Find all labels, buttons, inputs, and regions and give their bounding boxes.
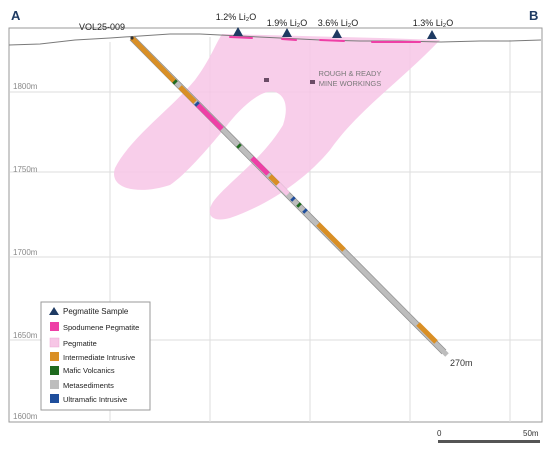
sample-triangle-icon — [427, 30, 437, 39]
legend-label: Mafic Volcanics — [63, 366, 115, 375]
sample-label: 1.2% Li₂O — [216, 12, 257, 22]
scale-bar-end: 50m — [523, 429, 539, 438]
elevation-label-1600: 1600m — [13, 412, 38, 421]
pegmatite-body — [114, 34, 440, 220]
drillhole-name: VOL25-009 — [79, 22, 125, 32]
elevation-label-1650: 1650m — [13, 331, 38, 340]
sample-triangle-icon — [233, 27, 243, 36]
legend-label: Pegmatite — [63, 339, 97, 348]
legend-label: Pegmatite Sample — [63, 307, 129, 316]
section-end-left: A — [11, 8, 21, 23]
mine-working-marker — [264, 78, 269, 82]
drillhole-collar — [130, 36, 134, 40]
legend-label: Ultramafic Intrusive — [63, 395, 127, 404]
legend-swatch-spodumene — [50, 322, 59, 331]
sample-label: 1.9% Li₂O — [267, 18, 308, 28]
legend-swatch-metasediments — [50, 380, 59, 389]
legend: Pegmatite Sample Spodumene Pegmatite Peg… — [40, 301, 151, 411]
legend-triangle-icon — [49, 307, 59, 315]
legend-box — [40, 301, 151, 411]
legend-label: Metasediments — [63, 381, 114, 390]
elevation-label-1800: 1800m — [13, 82, 38, 91]
elevation-label-1700: 1700m — [13, 248, 38, 257]
legend-label: Spodumene Pegmatite — [63, 323, 139, 332]
elevation-label-1750: 1750m — [13, 165, 38, 174]
sample-label: 1.3% Li₂O — [413, 18, 454, 28]
scale-bar-line — [438, 440, 540, 443]
legend-swatch-mafic — [50, 366, 59, 375]
spodumene-outcrops — [229, 36, 421, 43]
legend-swatch-ultramafic — [50, 394, 59, 403]
scale-bar: 0 50m — [437, 429, 540, 443]
sample-triangle-icon — [332, 29, 342, 38]
drillhole-trace — [129, 35, 449, 357]
section-end-right: B — [529, 8, 538, 23]
mine-working-marker — [310, 80, 315, 84]
sample-triangle-icon — [282, 28, 292, 37]
drillhole-depth-label: 270m — [450, 358, 473, 368]
mine-workings-label-line1: ROUGH & READY — [319, 69, 382, 78]
scale-bar-start: 0 — [437, 429, 442, 438]
topography-line — [8, 33, 542, 46]
legend-swatch-intermediate — [50, 352, 59, 361]
mine-workings-label-line2: MINE WORKINGS — [319, 79, 382, 88]
legend-swatch-pegmatite — [49, 337, 60, 348]
sample-label: 3.6% Li₂O — [318, 18, 359, 28]
legend-label: Intermediate Intrusive — [63, 353, 135, 362]
